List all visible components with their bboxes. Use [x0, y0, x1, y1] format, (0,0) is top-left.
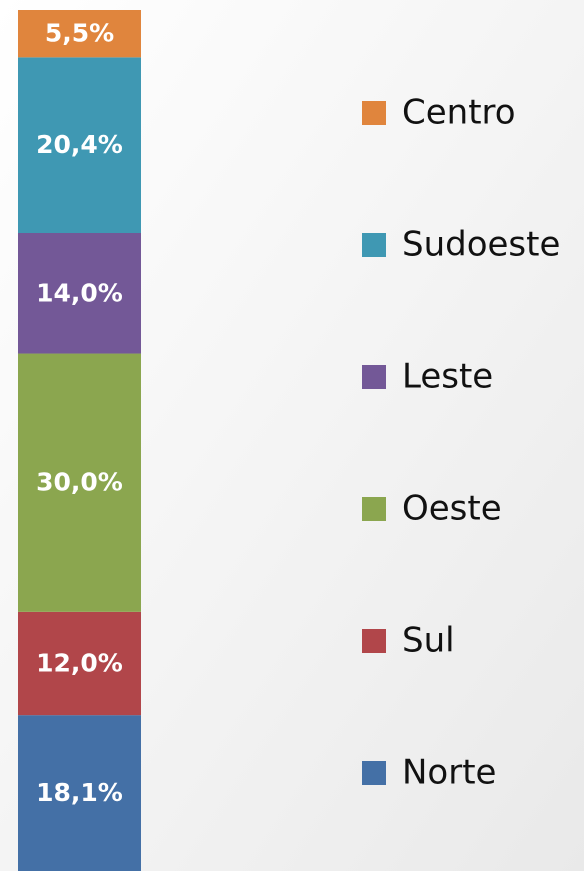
legend-swatch: [362, 233, 386, 257]
legend-label: Oeste: [402, 489, 502, 529]
data-label: 20,4%: [36, 130, 123, 159]
bar-segment: [18, 232, 141, 354]
bar-segment: [18, 10, 141, 58]
legend-swatch: [362, 365, 386, 389]
data-label: 30,0%: [36, 468, 123, 497]
bar-segment: [18, 715, 141, 871]
legend-label: Sudoeste: [402, 225, 560, 265]
legend-label: Norte: [402, 753, 496, 793]
bar-segment: [18, 57, 141, 233]
data-label: 5,5%: [45, 19, 114, 48]
legend-label: Leste: [402, 357, 493, 397]
legend-swatch: [362, 761, 386, 785]
data-label: 12,0%: [36, 648, 123, 677]
legend-swatch: [362, 497, 386, 521]
bar-segment: [18, 353, 141, 612]
legend-swatch: [362, 629, 386, 653]
legend-label: Centro: [402, 93, 516, 133]
legend-swatch: [362, 101, 386, 125]
data-label: 14,0%: [36, 278, 123, 307]
data-label: 18,1%: [36, 778, 123, 807]
bar-segment: [18, 611, 141, 716]
legend-label: Sul: [402, 621, 455, 661]
